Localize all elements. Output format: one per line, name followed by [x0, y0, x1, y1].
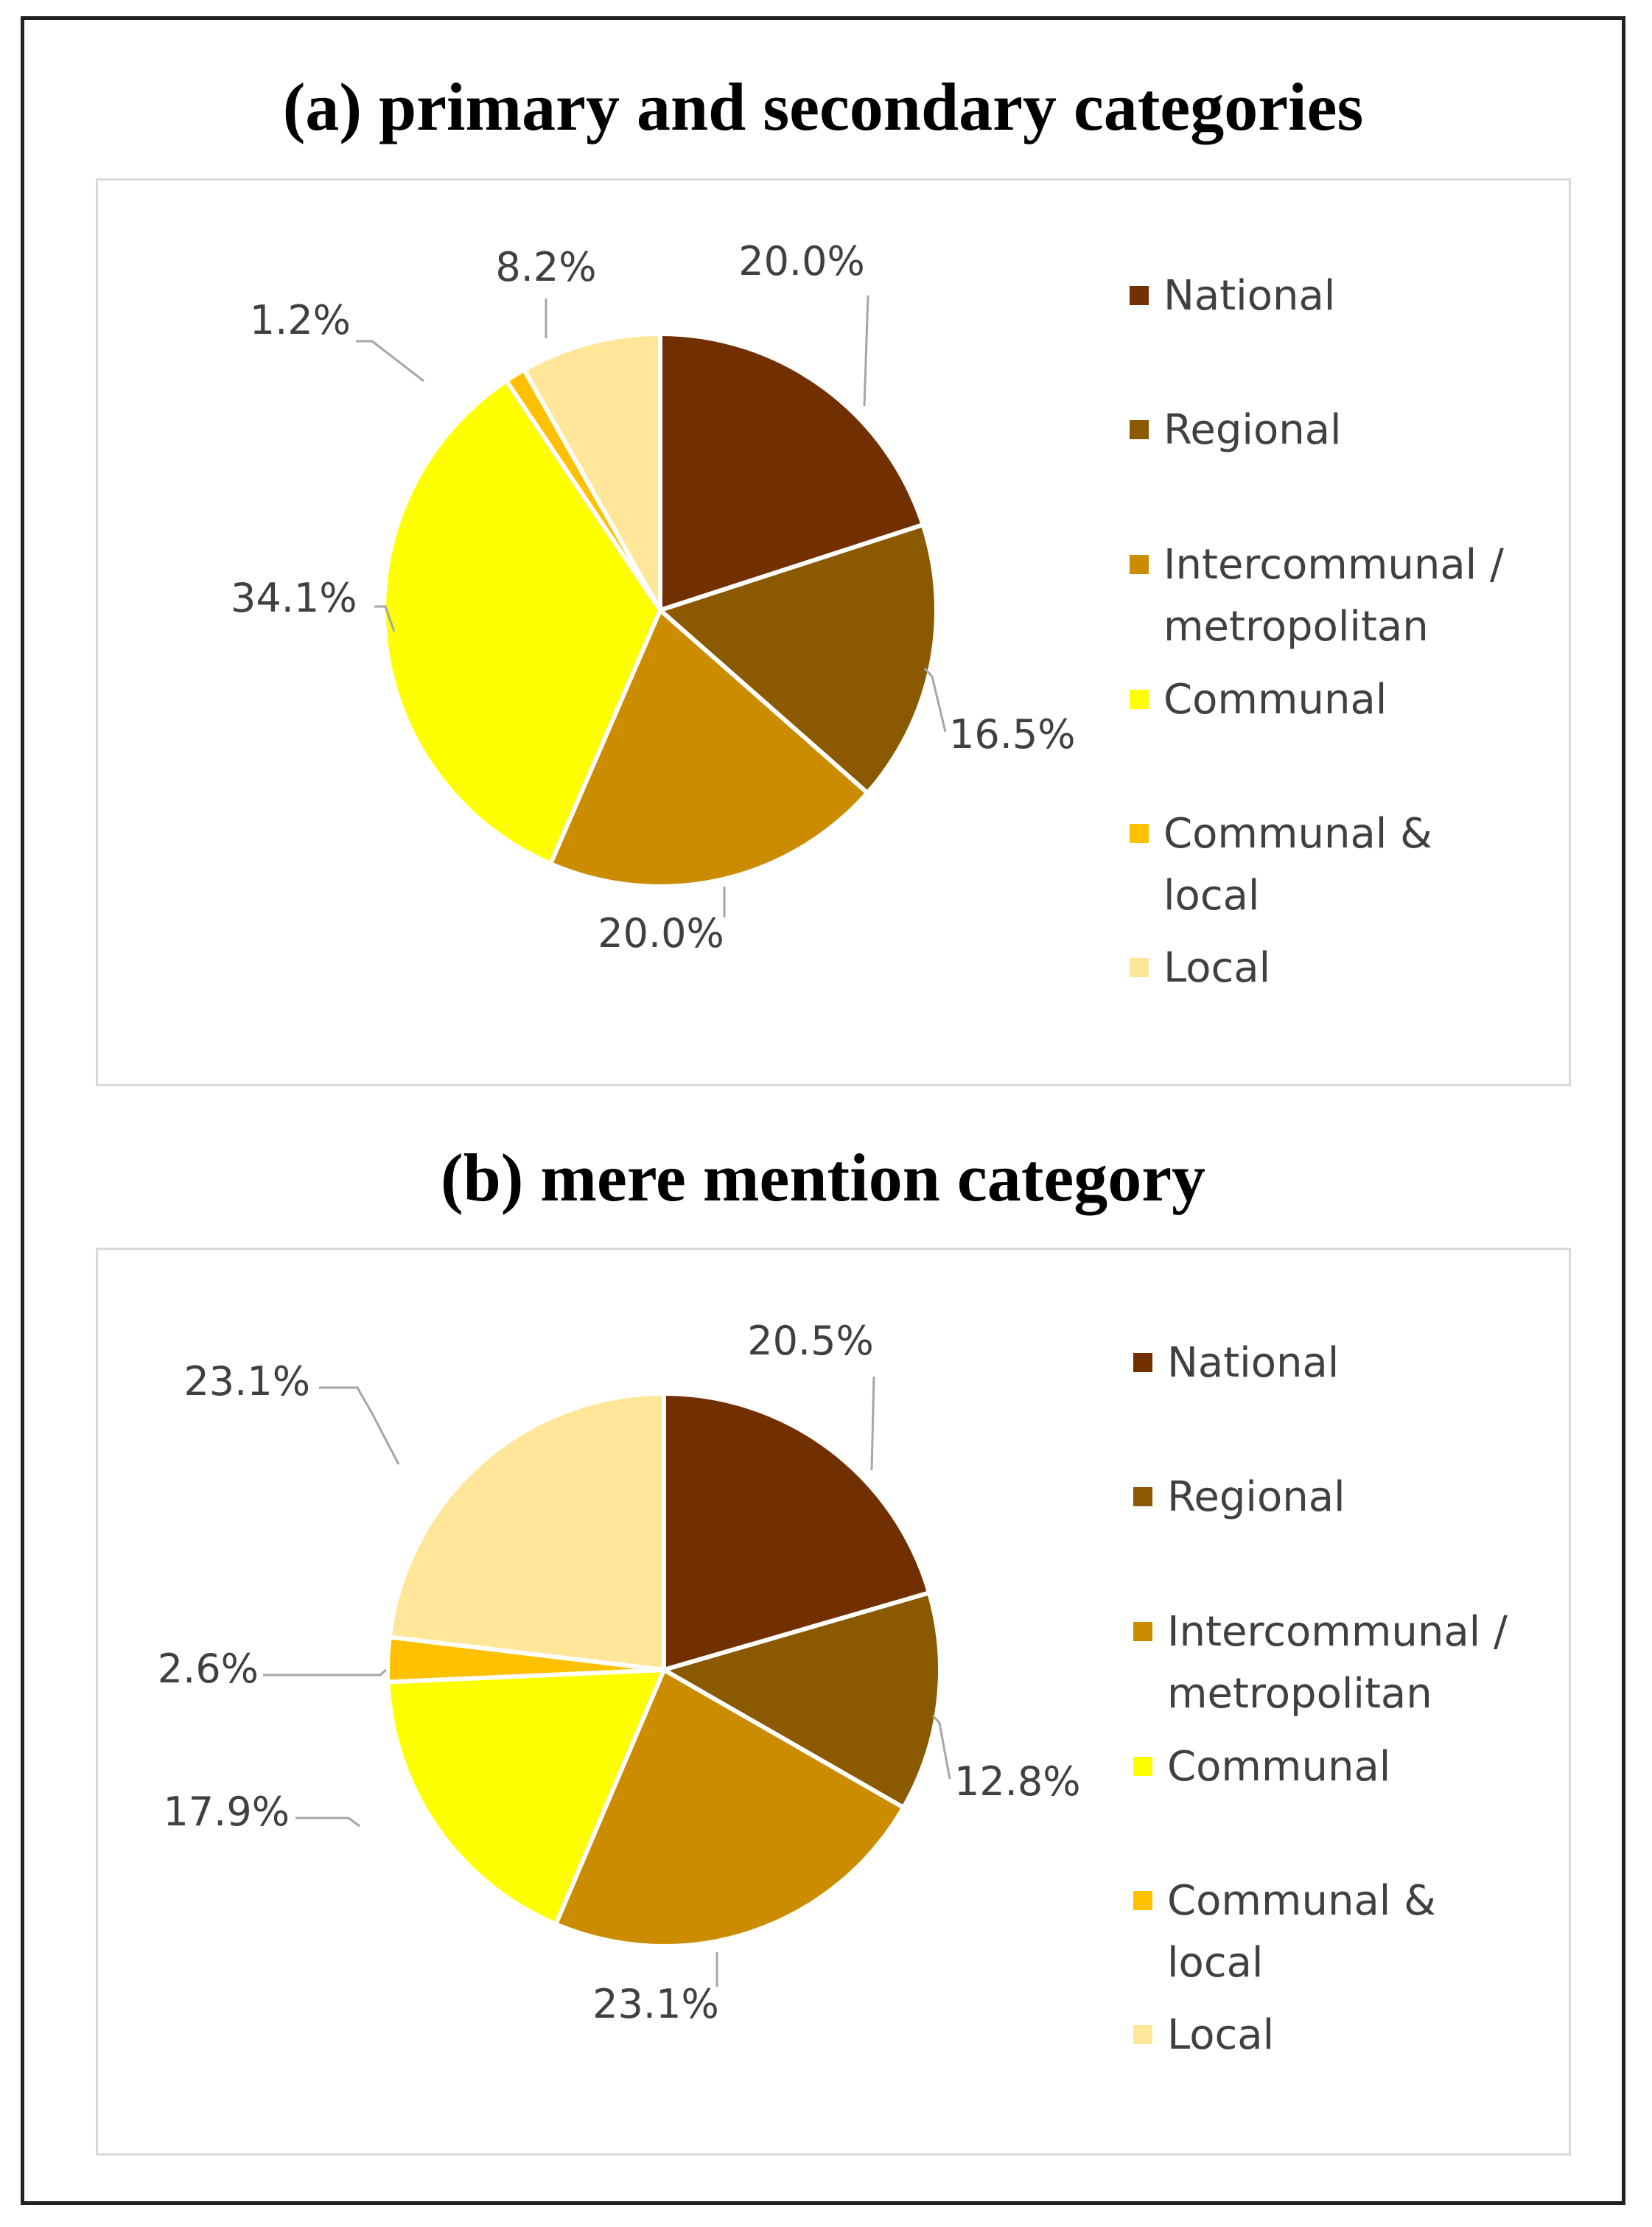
pie-a-leader-communal: [374, 605, 396, 632]
legend-label: Communal: [1163, 676, 1387, 724]
pie-b-slice-local: [387, 1391, 666, 1672]
legend-swatch: [1133, 1891, 1152, 1910]
legend-swatch: [1133, 1487, 1152, 1506]
legend-label: Regional: [1167, 1473, 1345, 1521]
legend-label: Intercommunal /: [1167, 1608, 1508, 1656]
legend-label-group: Communal: [1167, 1736, 1390, 1798]
legend-label: Communal &: [1163, 810, 1432, 858]
pie-b-slice-regional: [662, 1590, 942, 1810]
pie-a-label-communal: 34.1%: [231, 575, 357, 621]
pie-a-slice-national: [658, 332, 925, 612]
legend-label: Regional: [1163, 406, 1342, 454]
legend-label-group: Communal & local: [1163, 803, 1432, 927]
legend-label-group: Intercommunal / metropolitan: [1167, 1601, 1508, 1725]
chart-a-area: 20.0% 16.5% 20.0% 34.1% 1.2% 8.2% National Reg…: [96, 178, 1571, 1086]
chart-b-title: (b) mere mention category: [440, 1140, 1206, 1215]
pie-b-slice-intercommunal: [553, 1668, 906, 1948]
pie-b-leader-regional: [931, 1714, 951, 1780]
pie-a-label-intercommunal: 20.0%: [598, 910, 724, 957]
legend-swatch: [1130, 555, 1149, 574]
legend-label-group: Regional: [1163, 399, 1342, 461]
legend-label: National: [1167, 1339, 1340, 1387]
chart-b-area: 20.5% 12.8% 23.1% 17.9% 2.6% 23.1% National Re…: [96, 1248, 1571, 2156]
pie-b-label-intercommunal: 23.1%: [592, 1981, 719, 2027]
pie-a-leader-regional: [923, 667, 947, 733]
legend-swatch: [1133, 1353, 1152, 1372]
legend-label: Intercommunal /: [1163, 541, 1504, 589]
legend-label-group: Communal & local: [1167, 1870, 1436, 1994]
pie-a-label-local: 8.2%: [495, 244, 596, 290]
pie-b-label-local: 23.1%: [183, 1358, 310, 1405]
pie-b-label-communal-local: 2.6%: [158, 1646, 259, 1692]
legend-label-group: Intercommunal / metropolitan: [1163, 534, 1504, 658]
legend-label: local: [1167, 1939, 1264, 1987]
legend-label-group: Local: [1167, 2004, 1274, 2066]
pie-b-label-regional: 12.8%: [954, 1758, 1081, 1805]
pie-b-leader-national: [870, 1376, 875, 1471]
legend-swatch: [1130, 690, 1149, 709]
pie-b-slice-national: [662, 1391, 932, 1672]
pie-a-slice-intercommunal: [548, 608, 870, 889]
pie-a-leader-communal-local: [356, 340, 424, 382]
legend-label: metropolitan: [1163, 603, 1429, 651]
pie-b-label-national: 20.5%: [747, 1318, 874, 1364]
pie-b-leader-local: [319, 1386, 400, 1465]
pie-a-slice-regional: [658, 522, 939, 795]
legend-label: Local: [1167, 2011, 1275, 2059]
legend-swatch: [1130, 286, 1149, 305]
legend-label: metropolitan: [1167, 1670, 1432, 1718]
legend-label: local: [1163, 872, 1260, 920]
pie-b-leader-communal-local: [263, 1668, 387, 1677]
legend-label: National: [1163, 272, 1336, 320]
legend-label-group: National: [1163, 265, 1335, 327]
legend-swatch: [1130, 824, 1149, 843]
chart-a-title: (a) primary and secondary categories: [282, 69, 1364, 144]
pie-a-slice-communal: [382, 378, 662, 867]
pie-b-slice-communal: [385, 1668, 666, 1927]
pie-a-leader-national: [863, 295, 869, 407]
legend-label-group: Regional: [1167, 1466, 1345, 1528]
legend-swatch: [1133, 1757, 1152, 1776]
legend-label-group: National: [1167, 1332, 1339, 1394]
pie-a-label-communal-local: 1.2%: [250, 297, 351, 343]
legend-swatch: [1130, 958, 1149, 977]
legend-label-group: Communal: [1163, 669, 1387, 731]
pie-b-leader-communal: [295, 1817, 360, 1828]
legend-label: Communal: [1167, 1743, 1391, 1791]
legend-label: Communal &: [1167, 1877, 1436, 1925]
legend-swatch: [1130, 420, 1149, 439]
pie-chart-b: 20.5% 12.8% 23.1% 17.9% 2.6% 23.1%: [158, 1318, 1081, 2027]
pie-a-label-national: 20.0%: [738, 238, 865, 284]
pie-a-label-regional: 16.5%: [949, 711, 1076, 758]
legend-label: Local: [1163, 944, 1271, 992]
pie-chart-a: 20.0% 16.5% 20.0% 34.1% 1.2% 8.2%: [231, 238, 1076, 957]
legend-swatch: [1133, 2025, 1152, 2044]
legend-swatch: [1133, 1622, 1152, 1641]
pie-b-label-communal: 17.9%: [163, 1789, 290, 1835]
pie-a-slice-local: [522, 332, 662, 612]
legend-label-group: Local: [1163, 937, 1270, 999]
